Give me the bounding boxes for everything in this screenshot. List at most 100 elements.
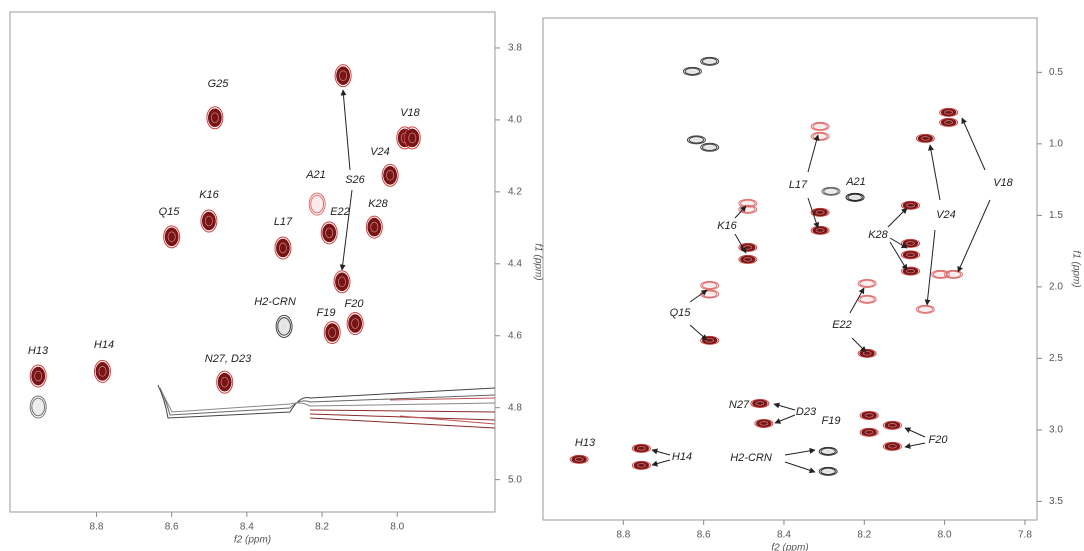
x-tick-label: 8.8 [616,530,630,541]
peak [93,359,111,383]
peak-label: S26 [345,174,365,186]
peak [750,398,770,408]
peak-inner-contour [636,463,646,468]
peak-body [325,323,340,342]
peak-outer-contour [700,56,720,66]
peak [403,126,421,150]
peak-body [31,366,46,386]
peak-body [684,67,701,76]
x-axis-label: f2 (ppm) [234,535,271,546]
peak-label: H2-CRN [254,296,296,308]
peak-body [701,57,718,66]
y-tick-label: 1.0 [1049,138,1063,149]
peak-body [884,421,901,430]
peak-outer-contour [859,427,879,437]
peak [682,66,702,76]
peak-body [633,461,650,470]
peak-inner-contour [328,327,337,338]
peak-body [756,419,772,428]
peak-inner-contour [759,421,769,426]
peak [700,335,720,345]
peak-outer-contour [200,209,218,233]
peak [686,135,706,145]
peak-outer-contour [738,204,758,214]
assignment-arrow [961,117,986,171]
assignment-arrow [807,197,820,229]
assignment-arrow [849,287,865,314]
peak-body [902,201,919,210]
x-tick-label: 8.4 [777,530,791,541]
peak-inner-contour [743,257,753,262]
peak-body [820,447,836,456]
peak-outer-contour [754,418,774,428]
assignment-arrow [904,427,926,438]
peak-label: K28 [868,229,888,241]
peak-outer-contour [900,266,920,276]
peak-inner-contour [949,272,958,277]
assignment-arrow [851,337,867,353]
peak [818,446,838,456]
peak-inner-contour [339,70,348,81]
assignment-arrow [773,402,796,411]
assignment-arrow [889,241,908,271]
peak-body [823,187,839,196]
peak-inner-contour [906,203,915,208]
peak-inner-contour [34,370,43,382]
peak-outer-contour [93,359,111,383]
assignment-arrow [340,89,351,171]
plot-frame [9,11,496,513]
peak-body [31,397,46,417]
peak [700,280,720,290]
peak-outer-contour [29,395,47,419]
peak-outer-contour [818,446,838,456]
peak-inner-contour [755,401,765,406]
peak [857,278,877,288]
peak-body [820,467,836,476]
peak-outer-contour [682,66,702,76]
plot-frame [542,17,1038,521]
peak-outer-contour [810,225,830,235]
assignment-arrow [807,134,820,173]
peak-body [812,226,828,235]
peak [859,427,879,437]
peak-label: H2-CRN [730,452,772,464]
peak-body [322,223,337,243]
peak-inner-contour [692,137,701,143]
peak [882,420,902,430]
peak-body [208,108,222,128]
peak-outer-contour [821,186,841,196]
peak-outer-contour [308,192,326,216]
peak-label: G25 [208,78,230,90]
peak [216,370,234,394]
y-tick-label: 4.2 [508,186,522,197]
peak-label: F20 [345,298,365,310]
peak [631,443,651,453]
assignment-arrow [784,461,816,474]
peak [365,215,383,239]
peak-label: N27, D23 [205,353,252,365]
peak-label: V24 [936,209,956,221]
peak-outer-contour [857,348,877,358]
peak-outer-contour [569,454,589,464]
peak-inner-contour [705,59,715,64]
peak-body [861,411,877,420]
peak-outer-contour [738,254,758,264]
assignment-arrow [689,324,708,341]
peak-outer-contour [365,215,383,239]
peak-body [932,270,949,279]
peak [700,56,720,66]
peak-label: Q15 [670,307,692,319]
peak [334,64,352,88]
peak [206,106,224,130]
x-tick-label: 8.2 [857,530,871,541]
peak-body [812,132,828,141]
peak-inner-contour [636,446,646,451]
peak-outer-contour [29,364,47,388]
y-tick-label: 2.5 [1049,353,1063,364]
assignment-arrow [651,448,671,456]
peak-outer-contour [939,117,959,127]
peak [738,242,758,252]
y-tick-label: 4.6 [508,330,522,341]
assignment-arrow [924,229,936,306]
peak [700,142,720,152]
